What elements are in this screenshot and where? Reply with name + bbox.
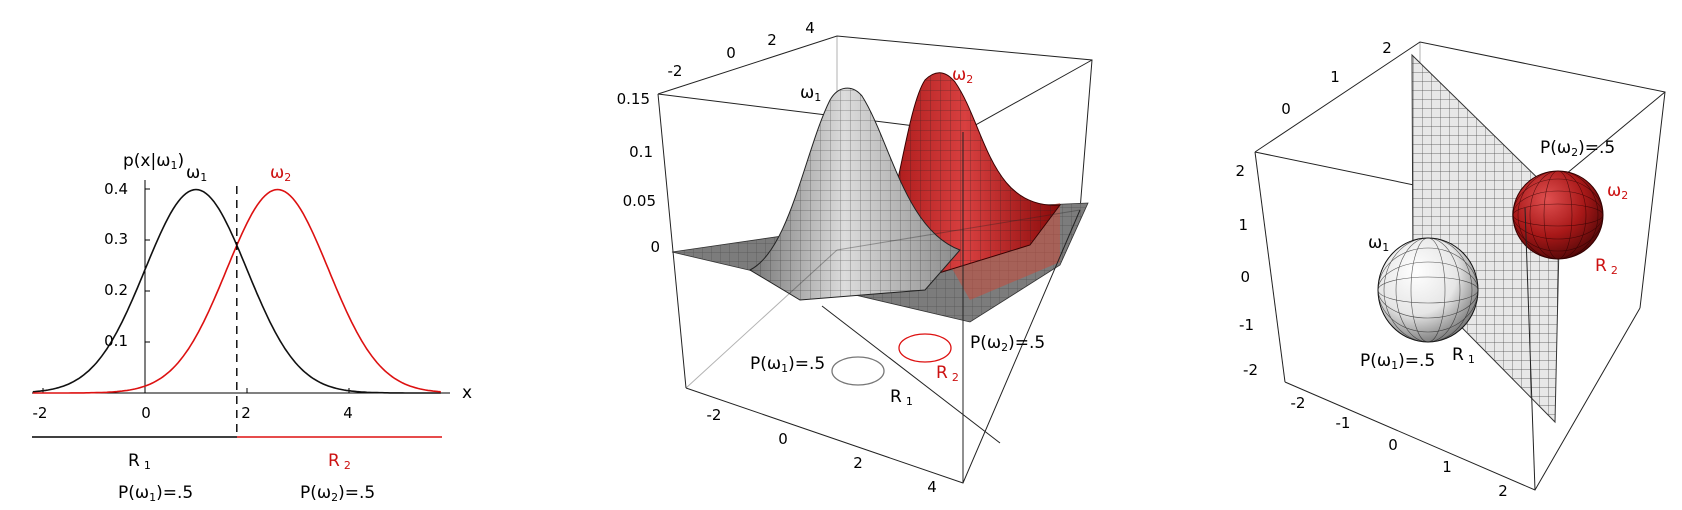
- y-tick-label: 0.4: [104, 180, 128, 198]
- bottom-axis-tick-label: 4: [927, 478, 937, 496]
- class1-peak-mesh: [750, 88, 960, 300]
- bottom-axis-tick-label: 2: [1498, 482, 1508, 500]
- y-axis-label: p(x|ω1): [123, 151, 184, 172]
- box-front-edges: [1284, 307, 1641, 491]
- z-tick-label: 0.15: [617, 90, 650, 108]
- top-axis-tick-label: 0: [1281, 100, 1291, 118]
- prior1-label: P(ω1)=.5: [118, 483, 193, 504]
- box-hidden-edge: [685, 249, 838, 389]
- box-left-edge: [1254, 151, 1286, 383]
- omega1-label: ω1: [186, 163, 207, 184]
- bottom-axis-tick-label: -2: [707, 406, 722, 424]
- prior1-label: P(ω1)=.5: [1360, 351, 1435, 372]
- top-axis-tick-label: 2: [767, 31, 777, 49]
- left-axis-tick-label: -1: [1239, 316, 1254, 334]
- bottom-axis-tick-label: 0: [1388, 436, 1398, 454]
- box-back-edges: [1254, 41, 1666, 309]
- top-axis-tick-label: 2: [1382, 39, 1392, 57]
- top-axis-tick-label: 4: [805, 19, 815, 37]
- floor-boundary-line: [821, 305, 1001, 444]
- y-tick-label: 0.3: [104, 230, 128, 248]
- left-axis-tick-label: 0: [1240, 268, 1250, 286]
- prior1-label: P(ω1)=.5: [750, 354, 825, 375]
- x-tick-label: 4: [343, 404, 353, 422]
- class1-sphere: [1377, 237, 1479, 343]
- top-axis-tick-label: 0: [726, 44, 736, 62]
- box-front-vertical-edge: [1524, 207, 1536, 491]
- left-axis-tick-label: -2: [1243, 361, 1258, 379]
- panel-2d-density-surfaces: 0.15 0.1 0.05 0 -2 0 2 4 -2 0 2 4 ω1 ω2 …: [617, 19, 1093, 496]
- bottom-axis-tick-label: 0: [778, 430, 788, 448]
- top-axis-tick-label: -2: [668, 62, 683, 80]
- omega2-label: ω2: [1607, 181, 1628, 202]
- x-tick-label: 2: [241, 404, 251, 422]
- box-back-edge: [962, 59, 1093, 133]
- class1-sphere-mesh: [1378, 238, 1478, 342]
- x-tick-label: 0: [141, 404, 151, 422]
- class2-floor-contour: [898, 333, 952, 363]
- bottom-axis-tick-label: -1: [1336, 414, 1351, 432]
- box-hidden-edge: [836, 209, 1081, 251]
- class2-sphere-mesh: [1513, 171, 1603, 259]
- panel-3d-spheres: 2 1 0 -1 -2 2 1 0 -2 -1 0 1 2 ω1 ω2 P(ω1…: [1235, 39, 1666, 500]
- z-tick-label: 0: [650, 238, 660, 256]
- omega2-label: ω2: [952, 65, 973, 86]
- z-tick-label: 0.1: [629, 143, 653, 161]
- top-axis-tick-label: 1: [1330, 68, 1340, 86]
- bottom-axis-tick-label: 1: [1442, 458, 1452, 476]
- y-tick-label: 0.1: [104, 332, 128, 350]
- bottom-axis-tick-label: -2: [1291, 394, 1306, 412]
- x-axis-label: x: [462, 383, 472, 403]
- y-tick-label: 0.2: [104, 281, 128, 299]
- omega1-label: ω1: [1368, 233, 1389, 254]
- prior2-label: P(ω2)=.5: [1540, 138, 1615, 159]
- left-axis-tick-label: 2: [1235, 162, 1245, 180]
- panel-1d-densities: p(x|ω1) 0.4 0.3 0.2 0.1 -2 0 2 4 x ω1 ω2…: [32, 151, 472, 504]
- decision-plane-grid: [1412, 55, 1560, 422]
- x-tick-label: -2: [33, 404, 48, 422]
- left-axis-tick-label: 1: [1238, 216, 1248, 234]
- prior2-label: P(ω2)=.5: [970, 333, 1045, 354]
- y-tick-marks: [145, 188, 150, 343]
- class1-floor-contour: [831, 356, 885, 386]
- z-tick-label: 0.05: [623, 192, 656, 210]
- box-back-edges: [657, 35, 1093, 211]
- bottom-axis-tick-label: 2: [853, 454, 863, 472]
- box-left-edge: [657, 93, 687, 389]
- omega2-label: ω2: [270, 163, 291, 184]
- omega1-label: ω1: [800, 83, 821, 104]
- prior2-label: P(ω2)=.5: [300, 483, 375, 504]
